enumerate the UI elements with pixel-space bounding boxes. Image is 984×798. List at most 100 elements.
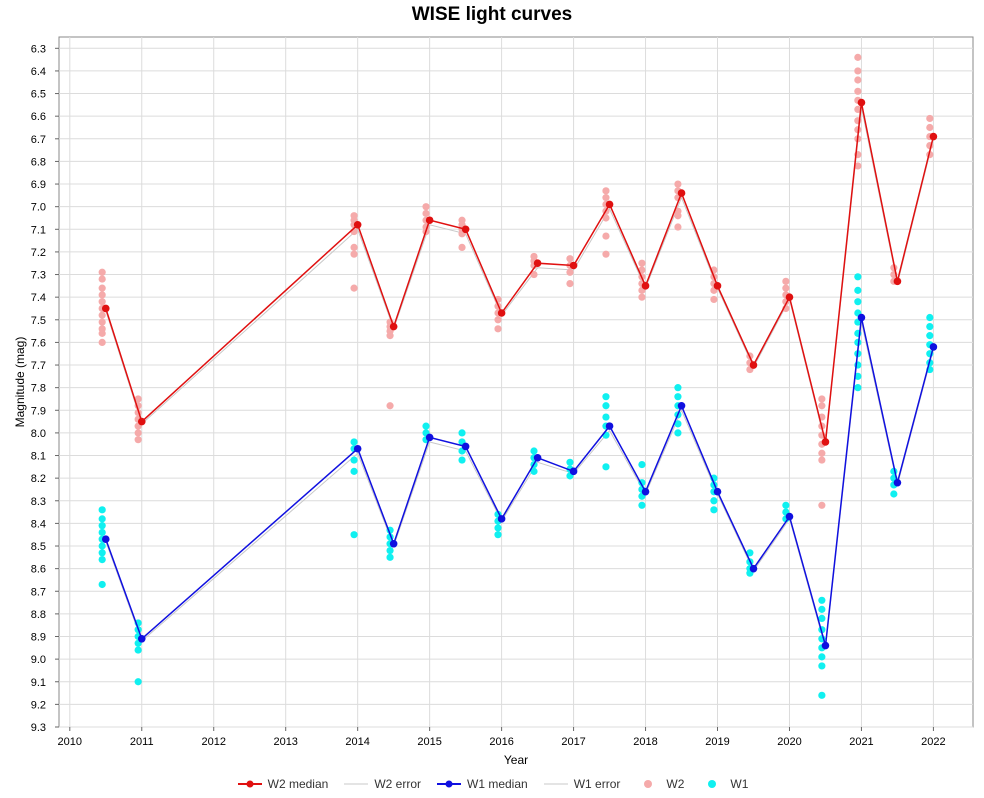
w2-point	[386, 402, 394, 410]
w2-point	[782, 277, 790, 285]
w1-median-point	[749, 564, 758, 573]
w1-median-point	[461, 442, 470, 451]
w2-point	[638, 266, 646, 274]
w2-point	[98, 318, 106, 326]
w1-point	[818, 662, 826, 670]
y-tick-label: 9.3	[31, 722, 46, 734]
w2-point	[602, 214, 610, 222]
y-tick-label: 7.3	[31, 270, 46, 282]
x-axis-label: Year	[504, 753, 528, 767]
x-tick-label: 2018	[633, 736, 657, 748]
w1-median-point	[497, 515, 506, 523]
legend-item-w2: W2	[634, 777, 684, 791]
w2-point	[602, 232, 610, 240]
w1-point	[926, 322, 934, 331]
legend: W2 median W2 error W1 median W1 error W2 W1	[0, 777, 984, 791]
x-tick-label: 2015	[417, 736, 441, 748]
w2-point	[422, 209, 430, 218]
w2-point	[818, 395, 826, 403]
w2-point	[710, 295, 718, 304]
w2-median-point	[101, 304, 110, 313]
legend-label: W1	[730, 777, 749, 791]
w1-point	[386, 553, 394, 561]
w2-point	[98, 311, 106, 319]
w2-point	[782, 284, 790, 292]
w1-median-point	[569, 467, 578, 476]
w1-point	[746, 549, 754, 557]
w2-median-point	[389, 322, 398, 331]
legend-item-w1: W1	[698, 777, 748, 791]
y-axis-label: Magnitude (mag)	[13, 337, 27, 428]
w1-point	[422, 422, 430, 430]
x-tick-label: 2020	[777, 736, 801, 748]
w1-median-point	[137, 634, 146, 643]
w1-point	[674, 384, 682, 392]
w2-median-point	[533, 259, 542, 268]
w2-point	[602, 250, 610, 258]
w2-median-point	[821, 438, 830, 446]
y-tick-label: 8.5	[31, 541, 46, 553]
w2-point	[602, 187, 610, 195]
w2-median-point	[677, 189, 686, 197]
y-tick-label: 8.9	[31, 632, 46, 644]
w2-point	[566, 279, 574, 288]
w2-point	[134, 436, 142, 444]
w2-point	[854, 162, 862, 170]
w2-point	[98, 268, 106, 276]
w2-median-point	[137, 417, 146, 426]
w1-median-point	[857, 313, 866, 322]
w1-median-point	[101, 535, 110, 544]
w1-point	[98, 528, 106, 537]
w2-median-point	[569, 261, 578, 270]
median-lines	[101, 98, 938, 650]
y-tick-label: 7.0	[31, 202, 46, 214]
w1-point	[386, 546, 394, 555]
w1-median-point	[533, 453, 542, 462]
w2-point	[638, 259, 646, 267]
y-tick-label: 8.2	[31, 473, 46, 485]
w2-median-point	[461, 225, 470, 234]
w1-point	[602, 431, 610, 439]
w2-point	[854, 67, 862, 75]
w2-point	[98, 298, 106, 306]
legend-swatch	[708, 780, 717, 788]
w1-point	[98, 580, 106, 589]
legend-label: W2 median	[267, 777, 329, 791]
y-tick-label: 8.8	[31, 609, 46, 621]
w1-point	[926, 313, 934, 322]
w2-median-point	[893, 277, 902, 286]
w1-point	[674, 393, 682, 401]
w2-point	[422, 203, 430, 211]
legend-swatch	[644, 780, 653, 788]
w2-point	[98, 291, 106, 299]
legend-swatch	[237, 780, 262, 788]
w2-point	[98, 338, 106, 347]
x-tick-label: 2017	[561, 736, 585, 748]
w1-point	[98, 555, 106, 564]
y-tick-label: 7.2	[31, 247, 46, 259]
w2-point	[602, 194, 610, 202]
w2-point	[98, 284, 106, 292]
plot-area	[58, 36, 974, 728]
legend-label: W1 median	[467, 777, 528, 791]
w2-point	[854, 53, 862, 61]
w1-median-point	[353, 444, 362, 453]
w1-point	[710, 497, 718, 505]
w1-median-point	[677, 401, 686, 410]
w2-point	[926, 114, 934, 123]
w1-point	[350, 456, 358, 464]
w2-point	[818, 456, 826, 464]
y-tick-label: 8.4	[31, 518, 46, 530]
w2-point	[350, 250, 358, 258]
w1-point	[674, 429, 682, 437]
w1-point	[134, 646, 142, 654]
w2-point	[854, 76, 862, 84]
w2-point	[674, 212, 682, 220]
w1-point	[854, 298, 862, 306]
x-tick-label: 2022	[921, 736, 945, 748]
w1-point	[602, 463, 610, 471]
w2-point	[350, 284, 358, 292]
x-tick-label: 2012	[201, 736, 225, 748]
w1-point	[818, 596, 826, 604]
w1-point	[494, 531, 502, 539]
